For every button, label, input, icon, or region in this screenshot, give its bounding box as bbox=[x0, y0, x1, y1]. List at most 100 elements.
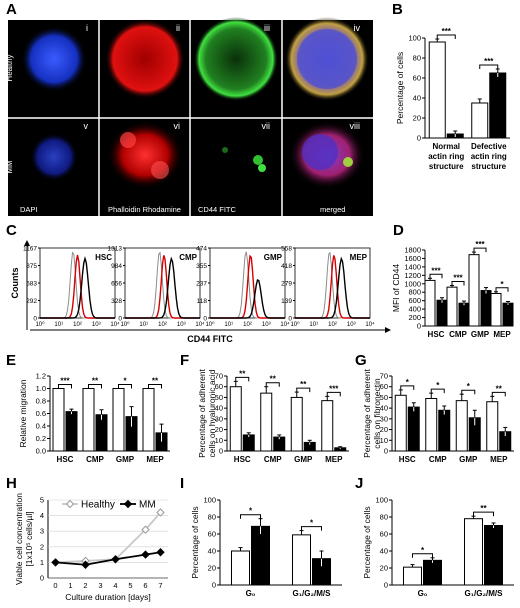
panel-label-d: D bbox=[393, 222, 404, 239]
category-label: HSC bbox=[399, 455, 416, 464]
significance-stars: *** bbox=[484, 57, 494, 66]
significance-bracket bbox=[265, 382, 280, 387]
y-tick-label: 0 bbox=[40, 574, 44, 583]
tile-rhodamine-healthy bbox=[105, 19, 185, 99]
legend-label: MM bbox=[139, 500, 156, 511]
x-tick-label: 10² bbox=[328, 322, 337, 328]
significance-bracket bbox=[58, 384, 72, 389]
bar bbox=[490, 292, 502, 327]
significance-bracket bbox=[148, 384, 162, 389]
y-tick-label: 80 bbox=[208, 513, 216, 522]
histogram-title: HSC bbox=[95, 253, 112, 262]
bar bbox=[425, 398, 438, 452]
y-tick-label: 0 bbox=[417, 322, 421, 331]
y-tick-label: 0 bbox=[33, 316, 37, 323]
bar bbox=[394, 394, 407, 452]
x-tick-label: 3 bbox=[98, 581, 102, 590]
y-tick-label: 0.6 bbox=[36, 409, 46, 418]
x-tick-label: 10² bbox=[73, 322, 82, 328]
data-point bbox=[141, 550, 150, 559]
y-tick-label: 80 bbox=[380, 513, 388, 522]
y-tick-label: 139 bbox=[281, 298, 292, 305]
significance-stars: * bbox=[406, 378, 410, 387]
bar bbox=[112, 388, 125, 452]
significance-stars: ** bbox=[239, 369, 246, 378]
significance-stars: * bbox=[310, 519, 314, 528]
healthy-curve bbox=[295, 256, 370, 319]
x-tick-label: 10⁴ bbox=[195, 321, 205, 328]
category-label: Normal bbox=[432, 142, 460, 151]
bar bbox=[484, 525, 503, 586]
y-tick-label: 70 bbox=[215, 372, 223, 381]
x-tick-label: 6 bbox=[143, 581, 147, 590]
panel-label-a: A bbox=[6, 1, 17, 18]
y-tick-label: 60 bbox=[215, 382, 223, 391]
category-label: MEP bbox=[146, 455, 164, 464]
y-axis-label: Percentage of cells bbox=[395, 52, 405, 124]
significance-stars: * bbox=[500, 280, 504, 289]
tile-number: i bbox=[86, 23, 88, 33]
bar bbox=[428, 41, 446, 139]
significance-bracket bbox=[235, 376, 250, 382]
bar bbox=[292, 534, 311, 586]
caption-cd44: CD44 FITC bbox=[198, 205, 237, 214]
tile-number: vi bbox=[174, 121, 181, 131]
significance-bracket bbox=[473, 511, 494, 517]
x-tick-label: 4 bbox=[113, 581, 117, 590]
category-label: HSC bbox=[234, 455, 251, 464]
bar bbox=[403, 566, 422, 586]
plot-frame bbox=[39, 247, 116, 319]
category-label: actin ring bbox=[471, 152, 507, 161]
bar bbox=[486, 401, 499, 452]
y-tick-label: 1.0 bbox=[36, 384, 46, 393]
x-tick-label: 10⁴ bbox=[110, 321, 120, 328]
data-point bbox=[81, 560, 90, 569]
category-label: G₁/G₂/M/S bbox=[293, 589, 332, 598]
y-tick-label: 60 bbox=[413, 74, 421, 83]
bar bbox=[464, 518, 483, 586]
y-tick-label: 1800 bbox=[404, 246, 421, 255]
category-label: MEP bbox=[493, 330, 511, 339]
y-axis-label: Viable cell concentration bbox=[14, 493, 24, 585]
significance-stars: *** bbox=[453, 273, 463, 282]
y-tick-label: 5 bbox=[40, 496, 44, 505]
category-label: GMP bbox=[294, 455, 313, 464]
significance-bracket bbox=[412, 553, 433, 558]
tile-number: iii bbox=[264, 23, 270, 33]
y-tick-label: 0.4 bbox=[36, 422, 46, 431]
y-tick-label: 600 bbox=[408, 296, 421, 305]
y-axis-label: Counts bbox=[10, 268, 20, 299]
y-tick-label: 10 bbox=[380, 436, 388, 445]
y-tick-label: 800 bbox=[408, 288, 421, 297]
category-label: G₀ bbox=[418, 589, 428, 598]
tile-fitc-mm bbox=[222, 147, 266, 172]
panel-label-c: C bbox=[6, 222, 17, 239]
caption-phalloidin: Phalloidin Rhodamine bbox=[108, 205, 181, 214]
category-label: structure bbox=[471, 162, 506, 171]
significance-stars: * bbox=[436, 381, 440, 390]
data-point bbox=[111, 555, 120, 564]
y-tick-label: 0 bbox=[118, 316, 122, 323]
x-tick-label: 1 bbox=[68, 581, 72, 590]
y-tick-label: 30 bbox=[215, 414, 223, 423]
histogram-gmp: 0 118 237 355 474 10⁰ 10¹ 10² 10³ 10⁴ GMP bbox=[196, 246, 290, 329]
panel-label-g: G bbox=[355, 352, 367, 369]
data-point bbox=[141, 525, 150, 534]
y-tick-label: 20 bbox=[215, 425, 223, 434]
category-label: HSC bbox=[428, 330, 445, 339]
healthy-curve bbox=[125, 256, 200, 319]
tile-dapi-mm bbox=[30, 133, 78, 181]
tile-number: ii bbox=[176, 23, 180, 33]
tile-number: v bbox=[84, 121, 89, 131]
x-axis-label: Culture duration [days] bbox=[65, 592, 151, 602]
y-tick-label: 3 bbox=[40, 527, 44, 536]
y-axis-arrowhead bbox=[24, 240, 30, 246]
category-label: G₁/G₂/M/S bbox=[465, 589, 504, 598]
bar bbox=[407, 406, 420, 452]
y-tick-label: 1200 bbox=[404, 271, 421, 280]
significance-stars: ** bbox=[300, 380, 307, 389]
bar bbox=[251, 525, 270, 586]
